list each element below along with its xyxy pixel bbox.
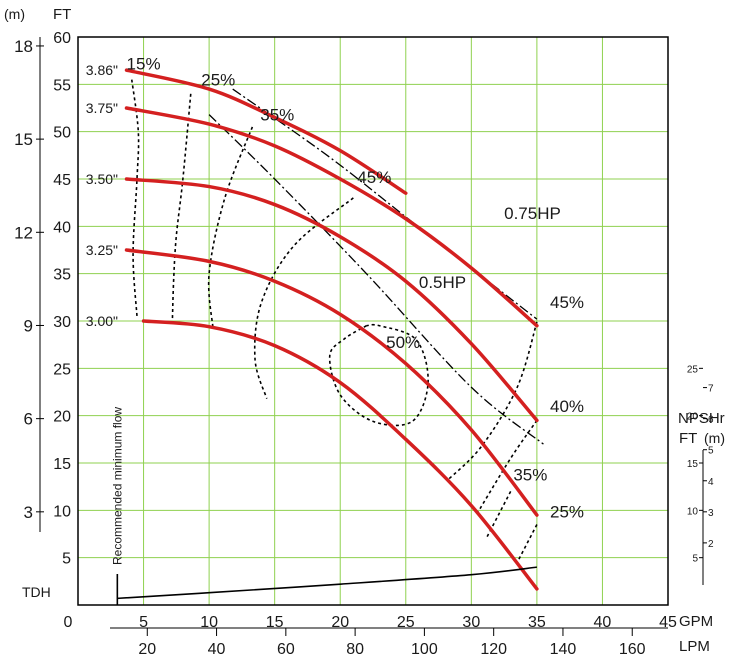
y-m-tick-label: 3 (24, 503, 33, 522)
x-lpm-tick-label: 40 (208, 641, 226, 655)
x-gpm-tick-label: 30 (462, 614, 480, 631)
tdh-label: TDH (22, 584, 51, 600)
y-ft-tick-label: 25 (53, 361, 71, 378)
x-gpm-unit-label: GPM (679, 613, 713, 630)
x-gpm-tick-label: 45 (659, 614, 677, 631)
efficiency-curve (516, 524, 538, 563)
plot-frame (77, 36, 669, 606)
y-ft-tick-label: 50 (53, 125, 71, 142)
efficiency-curve (328, 323, 429, 427)
npshr-m-tick-label: 6 (708, 415, 714, 426)
efficiency-curve (130, 79, 140, 317)
x-gpm-tick-label: 15 (266, 614, 284, 631)
grid-layer (78, 37, 668, 605)
efficiency-curve (447, 321, 538, 481)
efficiency-label: 35% (513, 465, 547, 484)
x-lpm-tick-label: 80 (346, 641, 364, 655)
y-ft-unit-label: FT (53, 6, 71, 23)
x-gpm-tick-label: 10 (200, 614, 218, 631)
y-ft-tick-label: 40 (53, 219, 71, 236)
x-lpm-tick-label: 120 (480, 641, 507, 655)
npshr-m-tick-label: 5 (708, 446, 714, 457)
x-gpm-tick-label: 20 (331, 614, 349, 631)
y-ft-tick-label: 10 (53, 503, 71, 520)
y-ft-tick-label: 5 (62, 551, 71, 568)
x-lpm-tick-label: 60 (277, 641, 295, 655)
npshr-ft-tick-label: 15 (687, 459, 699, 470)
npshr-m-tick-label: 2 (708, 539, 714, 550)
impeller-head-curve (141, 319, 539, 591)
efficiency-curve (171, 93, 192, 321)
x-gpm-tick-label: 40 (594, 614, 612, 631)
y-ft-tick-label: 60 (53, 30, 71, 47)
npshr-ft-label: FT (679, 430, 697, 447)
x-lpm-tick-label: 140 (550, 641, 577, 655)
power-label: 0.5HP (419, 273, 466, 292)
impeller-diameter-label: 3.75" (86, 100, 118, 116)
impeller-diameter-label: 3.86" (86, 62, 118, 78)
npshr-m-tick-label: 4 (708, 477, 714, 488)
x-gpm-tick-label: 35 (528, 614, 546, 631)
x-lpm-tick-label: 20 (138, 641, 156, 655)
efficiency-curve (253, 197, 354, 399)
y-ft-tick-label: 15 (53, 456, 71, 473)
x-gpm-tick-label: 0 (64, 614, 73, 631)
y-m-unit-label: (m) (4, 6, 25, 22)
impeller-diameter-label: 3.00" (86, 313, 118, 329)
npshr-m-label: (m) (704, 430, 725, 446)
y-ft-tick-label: 20 (53, 409, 71, 426)
npshr-ft-tick-label: 25 (687, 364, 699, 375)
npshr-ft-tick-label: 10 (687, 506, 699, 517)
x-lpm-unit-label: LPM (679, 638, 710, 655)
y-m-tick-label: 15 (14, 130, 33, 149)
y-m-tick-label: 9 (24, 316, 33, 335)
impeller-head-curve (124, 106, 539, 328)
efficiency-curve (207, 126, 254, 329)
power-line (208, 114, 544, 445)
power-label: 0.75HP (504, 204, 561, 223)
npshr-m-tick-label: 3 (708, 508, 714, 519)
x-gpm-tick-label: 25 (397, 614, 415, 631)
npshr-ft-tick-label: 20 (687, 412, 699, 423)
npshr-curve (117, 566, 537, 600)
y-ft-tick-label: 45 (53, 172, 71, 189)
efficiency-layer (130, 79, 538, 563)
efficiency-label: 40% (550, 397, 584, 416)
y-m-tick-label: 6 (24, 410, 33, 429)
y-ft-tick-label: 35 (53, 267, 71, 284)
impeller-diameter-label: 3.25" (86, 242, 118, 258)
npshr-title: NPSHr (678, 410, 725, 427)
npshr-ft-tick-label: 5 (692, 554, 698, 565)
efficiency-label: 15% (127, 55, 161, 74)
label-layer: 0.75HP 0.5HP 3.86" 3.75" 3.50" 3.25" 3.00" Reco… (86, 55, 584, 565)
efficiency-label: 45% (357, 168, 391, 187)
head-curve-layer (116, 68, 539, 605)
impeller-diameter-label: 3.50" (86, 171, 118, 187)
x-lpm-tick-label: 160 (619, 641, 646, 655)
efficiency-label: 35% (260, 106, 294, 125)
min-flow-label: Recommended minimum flow (110, 407, 124, 565)
power-layer (208, 88, 544, 445)
x-lpm-tick-label: 100 (411, 641, 438, 655)
y-m-tick-label: 12 (14, 223, 33, 242)
impeller-head-curve (124, 248, 539, 517)
impeller-head-curve (124, 68, 408, 195)
efficiency-label: 25% (550, 502, 584, 521)
efficiency-label: 45% (550, 293, 584, 312)
y-m-tick-label: 18 (14, 37, 33, 56)
y-ft-tick-label: 55 (53, 77, 71, 94)
y-ft-tick-label: 30 (53, 314, 71, 331)
x-gpm-tick-label: 5 (139, 614, 148, 631)
npshr-m-tick-label: 7 (708, 384, 714, 395)
efficiency-label: 50% (386, 333, 420, 352)
impeller-head-curve (124, 177, 539, 423)
efficiency-label: 25% (201, 71, 235, 90)
